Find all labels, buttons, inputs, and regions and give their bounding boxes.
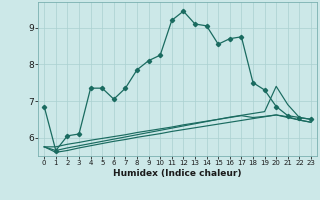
X-axis label: Humidex (Indice chaleur): Humidex (Indice chaleur) — [113, 169, 242, 178]
